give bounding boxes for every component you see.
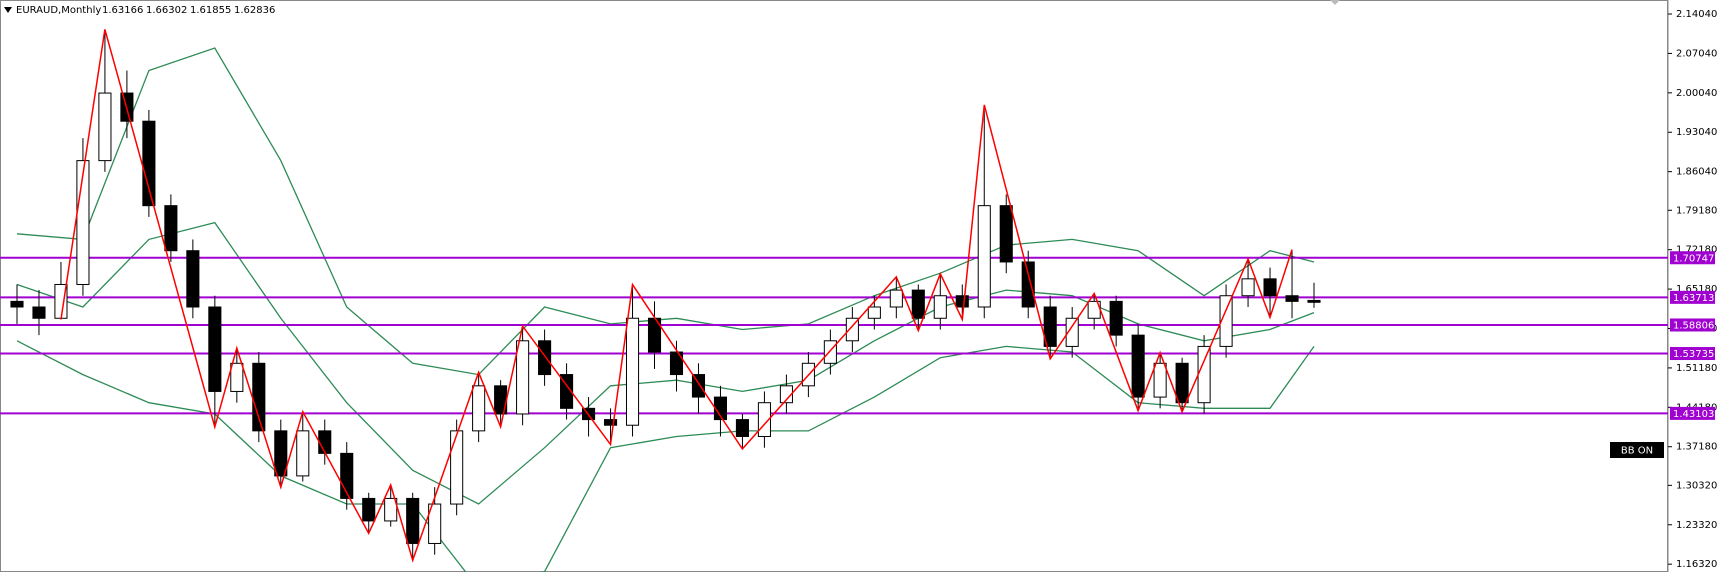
badge-bg (1610, 442, 1664, 458)
candle-body (164, 205, 178, 252)
header-ohlc: 1.63166 1.66302 1.61855 1.62836 (102, 5, 275, 16)
candle-body (1307, 299, 1321, 303)
candle-body (230, 362, 244, 392)
candle-body (867, 306, 881, 319)
level-label: 1.43103 (1673, 409, 1714, 420)
ohlc-value: 1.66302 (146, 5, 187, 16)
level-label-bg (1670, 347, 1715, 361)
ohlc-value: 1.63166 (102, 5, 143, 16)
candle-body (1175, 362, 1189, 404)
candle-body (955, 295, 969, 308)
y-tick-label: 1.86040 (1676, 167, 1717, 178)
levels (0, 256, 1668, 415)
candle-body (977, 205, 991, 308)
level-labels: 1.70747 1.63713 1.58806 1.53735 1.43103 (1670, 251, 1715, 420)
candle-body (625, 317, 640, 426)
candle-body (98, 92, 112, 162)
y-tick-label: 1.65180 (1676, 284, 1717, 295)
candle-body (142, 120, 156, 207)
candle-body (1263, 278, 1277, 297)
candle-body (560, 374, 574, 409)
y-tick-label: 2.00040 (1676, 88, 1717, 99)
y-tick-label: 1.23320 (1676, 520, 1717, 531)
y-tick-label: 1.37180 (1676, 442, 1717, 453)
level-label-bg (1670, 251, 1715, 265)
level-label: 1.63713 (1673, 293, 1714, 304)
symbol: EURAUD,Monthly (16, 5, 101, 16)
candle-body (32, 306, 46, 319)
level-label: 1.70747 (1673, 253, 1714, 264)
ohlc-value: 1.61855 (190, 5, 231, 16)
candles (10, 29, 1321, 561)
candle-body (10, 300, 24, 308)
y-tick-label: 1.16320 (1676, 559, 1717, 570)
candle-body (603, 419, 618, 426)
candle-body (1285, 295, 1299, 302)
zigzag (60, 29, 1293, 563)
candle-body (1021, 261, 1035, 308)
candle-body (933, 295, 947, 319)
candle-body (823, 340, 837, 364)
ohlc-value: 1.62836 (234, 5, 275, 16)
candle-body (274, 430, 288, 477)
candle-body (1109, 300, 1123, 336)
zigzag-line (60, 29, 1293, 563)
shift-marker (1330, 0, 1340, 5)
candle-body (1043, 306, 1057, 347)
candle-body (889, 289, 903, 308)
menu-icon[interactable] (4, 7, 12, 13)
candle-body (252, 362, 266, 432)
candle-body (384, 497, 398, 522)
candle-body (735, 419, 749, 437)
candle-body (538, 340, 552, 376)
level-label-bg (1670, 290, 1715, 304)
y-tick-label: 1.72180 (1676, 245, 1717, 256)
candle-body (1197, 345, 1211, 404)
candle-body (516, 340, 530, 415)
bollinger-upper (16, 47, 1315, 376)
candle-body (1219, 295, 1233, 347)
candle-body (1241, 278, 1255, 297)
candle-body (186, 250, 200, 308)
y-tick-label: 2.07040 (1676, 48, 1717, 59)
candle-body (1131, 334, 1145, 398)
y-tick-label: 1.51180 (1676, 363, 1717, 374)
y-tick-label: 1.30320 (1676, 480, 1717, 491)
level-label-bg (1670, 318, 1715, 332)
candle-body (428, 503, 442, 544)
y-tick-label: 2.14040 (1676, 9, 1717, 20)
y-tick-label: 1.79180 (1676, 205, 1717, 216)
ticks: 2.14040 2.07040 2.00040 1.93040 1.86040 1.791… (1667, 0, 1717, 572)
bollinger-lower (16, 340, 1315, 572)
candle-body (911, 289, 925, 319)
candle-body (999, 205, 1013, 263)
level-label: 1.58806 (1673, 320, 1714, 331)
candle-body (450, 430, 464, 505)
candle-body (669, 351, 684, 376)
candle-body (472, 385, 486, 432)
plot-frame (0, 0, 1668, 572)
candle-body (318, 430, 332, 454)
candle-body (362, 497, 376, 522)
candle-body (691, 374, 706, 398)
candle-body (296, 430, 310, 477)
badge: BB ON (1621, 446, 1653, 457)
level-label: 1.53735 (1673, 349, 1714, 360)
candle-body (406, 497, 420, 544)
candle-body (779, 385, 793, 404)
candle-body (845, 317, 859, 342)
candle-body (1065, 317, 1079, 347)
candle-body (208, 306, 222, 392)
y-tick-label: 1.93040 (1676, 127, 1717, 138)
level-label-bg (1670, 406, 1715, 420)
candle-body (1153, 362, 1167, 398)
